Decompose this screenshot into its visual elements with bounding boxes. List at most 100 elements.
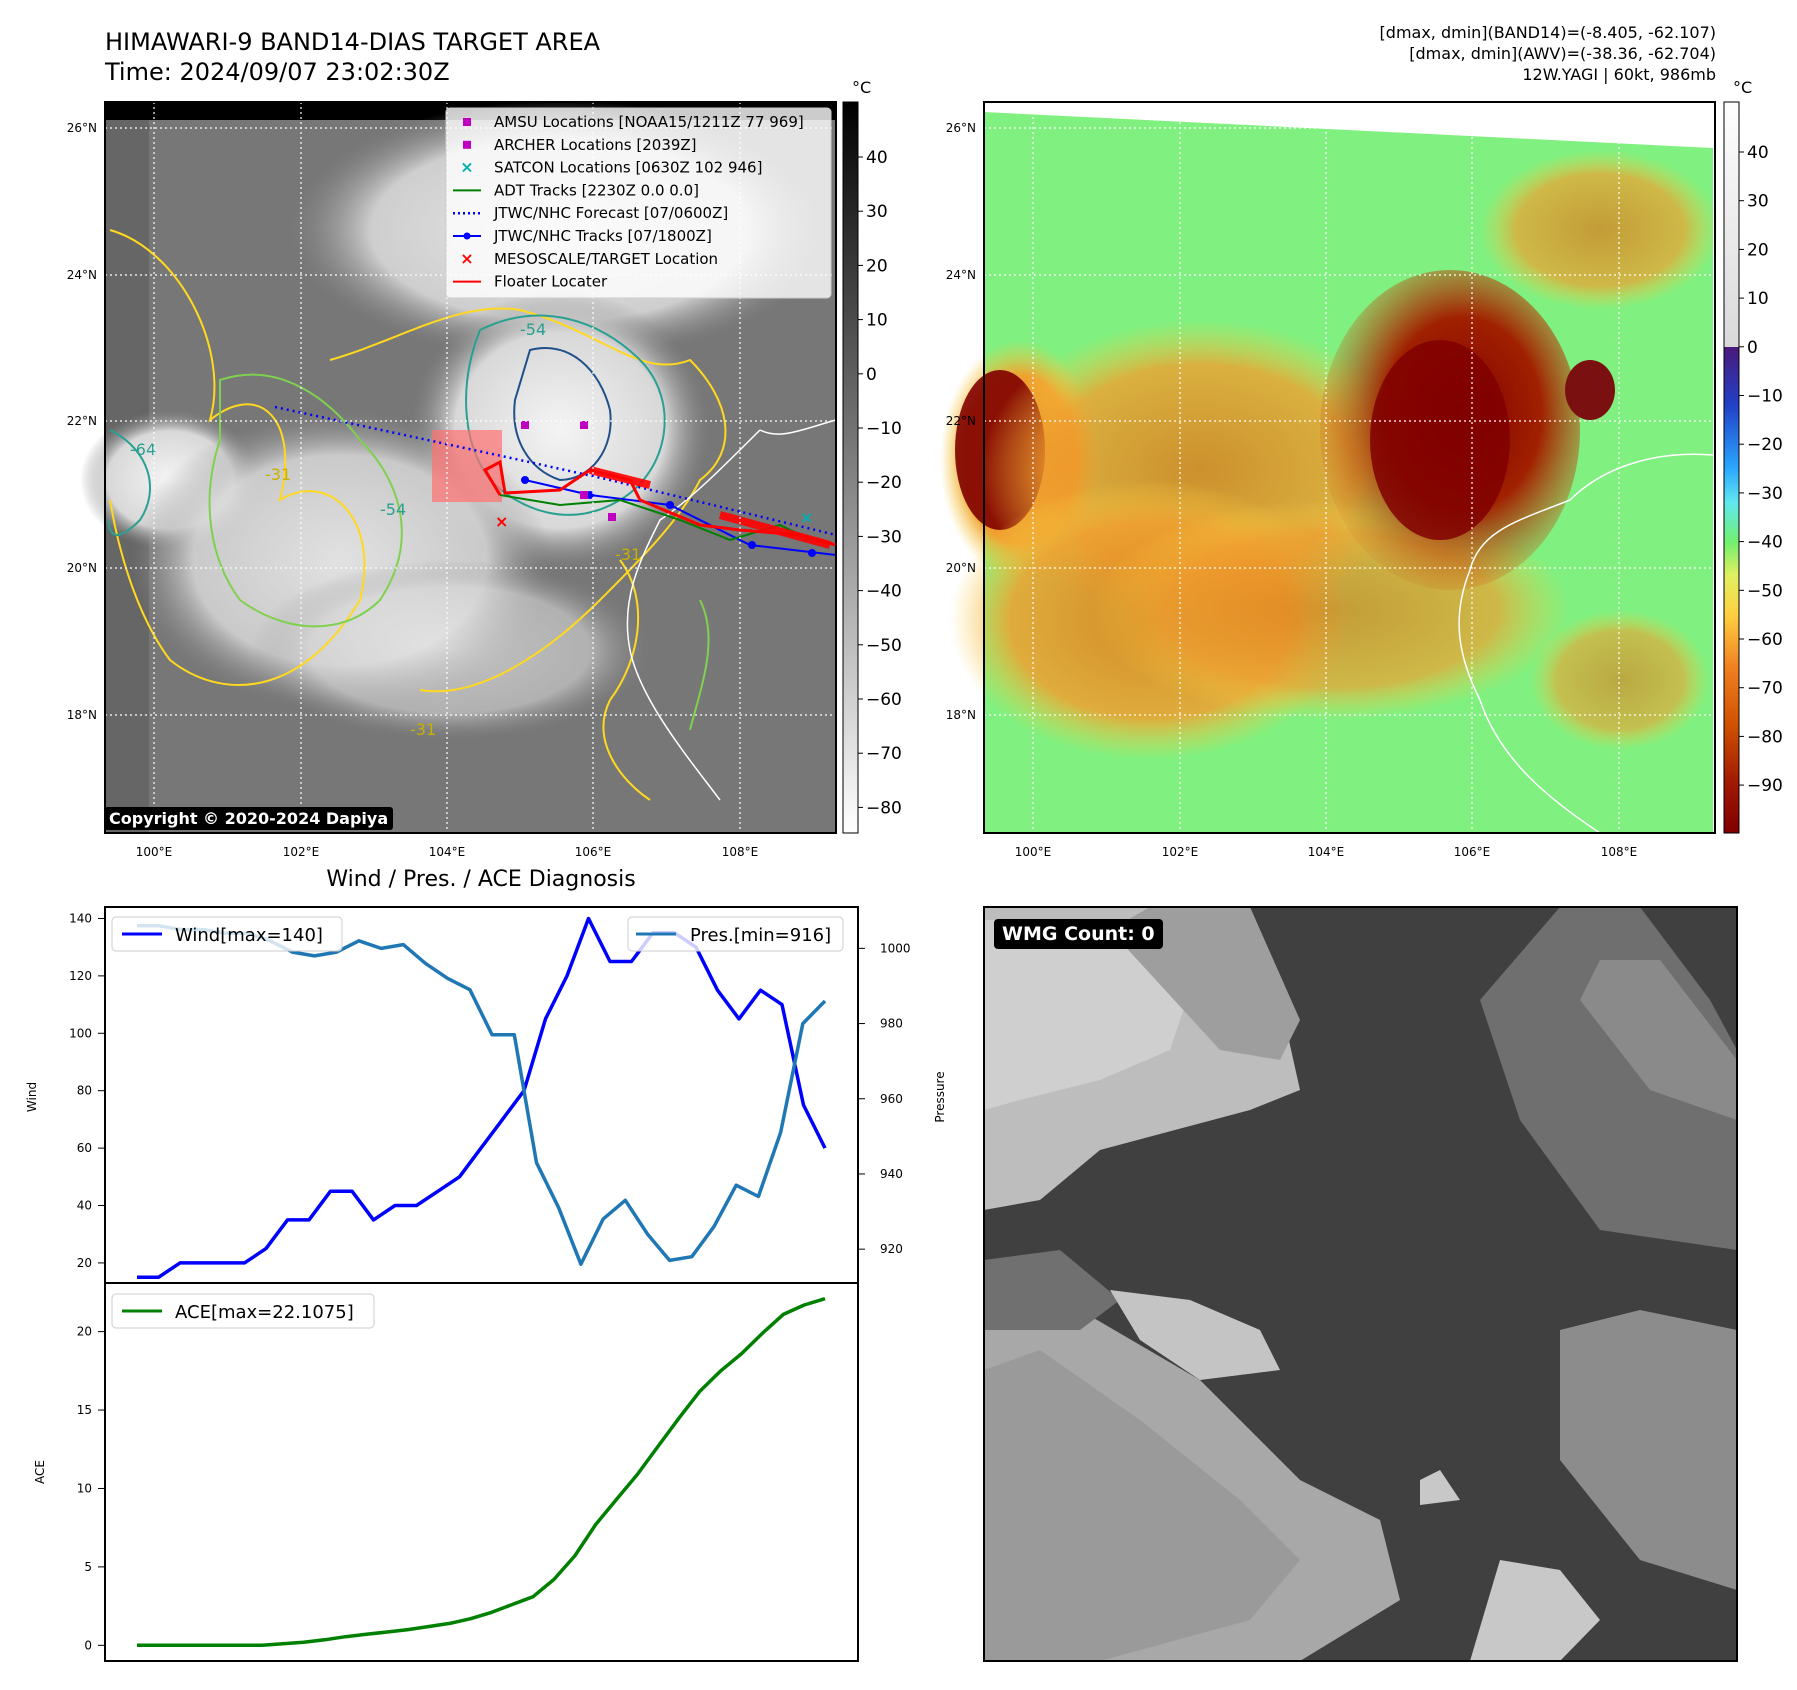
- legend-marker-dot: [463, 232, 471, 240]
- storm-info: 12W.YAGI | 60kt, 986mb: [1522, 65, 1716, 84]
- band14-colorbar-tick-label: −80: [866, 798, 902, 818]
- wind-tick-label: 80: [77, 1084, 92, 1098]
- ace-tick-label: 15: [77, 1403, 92, 1417]
- awv-colorbar-tick-label: 20: [1747, 240, 1769, 260]
- awv-lon-label: 106°E: [1454, 845, 1491, 859]
- awv-lon-label: 102°E: [1162, 845, 1199, 859]
- ace-tick-label: 10: [77, 1481, 92, 1495]
- legend-label: JTWC/NHC Tracks [07/1800Z]: [493, 227, 712, 245]
- wind-tick-label: 20: [77, 1256, 92, 1270]
- ace-tick-label: 20: [77, 1325, 92, 1339]
- wmg-count-badge: WMG Count: 0: [994, 919, 1163, 949]
- contour-label-6: -31: [615, 545, 641, 564]
- wind-legend: Wind[max=140]: [111, 916, 343, 952]
- pressure-axis-label: Pressure: [933, 1071, 947, 1122]
- band14-lon-label: 100°E: [136, 845, 173, 859]
- diagnosis-title: Wind / Pres. / ACE Diagnosis: [326, 867, 635, 892]
- legend-label: Floater Locater: [494, 273, 608, 291]
- copyright-badge: Copyright © 2020-2024 Dapiya: [104, 807, 394, 830]
- band14-lon-label: 102°E: [283, 845, 320, 859]
- pressure-tick-label: 960: [880, 1092, 903, 1106]
- awv-colorbar-tick-label: 0: [1747, 338, 1758, 358]
- band14-colorbar-tick-label: 0: [866, 365, 877, 385]
- legend-label: AMSU Locations [NOAA15/1211Z 77 969]: [494, 113, 804, 131]
- band14-colorbar-tick-label: 40: [866, 148, 888, 168]
- wind-tick-label: 140: [69, 911, 92, 925]
- figure-title: HIMAWARI-9 BAND14-DIAS TARGET AREA: [105, 28, 601, 56]
- awv-lat-label: 18°N: [946, 708, 976, 722]
- band14-lat-label: 24°N: [67, 268, 97, 282]
- awv-lon-label: 104°E: [1308, 845, 1345, 859]
- awv-colorbar-tick-label: −50: [1747, 581, 1783, 601]
- wind-tick-label: 100: [69, 1026, 92, 1040]
- pressure-tick-label: 940: [880, 1167, 903, 1181]
- band14-colorbar-tick-label: −40: [866, 582, 902, 602]
- pres-legend: Pres.[min=916]: [627, 916, 844, 952]
- awv-colorbar-tick-label: −80: [1747, 727, 1783, 747]
- wind-tick-label: 60: [77, 1141, 92, 1155]
- ace-series-line: [137, 1297, 826, 1648]
- ace-legend-label: ACE[max=22.1075]: [175, 1302, 354, 1323]
- band14-lat-label: 18°N: [67, 708, 97, 722]
- contour-label-3: -31: [265, 465, 291, 484]
- contour-label-5: -31: [410, 720, 436, 739]
- awv-lat-label: 20°N: [946, 561, 976, 575]
- wind-tick-label: 40: [77, 1199, 92, 1213]
- legend-marker: ×: [460, 158, 473, 177]
- awv-map: [940, 112, 1720, 834]
- legend-label: JTWC/NHC Forecast [07/0600Z]: [493, 204, 728, 222]
- awv-colorbar-tick-label: −60: [1747, 630, 1783, 650]
- ace-tick-label: 0: [84, 1638, 92, 1652]
- contour-label-1: -54: [520, 320, 546, 339]
- band14-colorbar-tick-label: −70: [866, 744, 902, 764]
- pressure-tick-label: 980: [880, 1017, 903, 1031]
- awv-colorbar-tick-label: 30: [1747, 192, 1769, 212]
- awv-colorbar-tick-label: −10: [1747, 387, 1783, 407]
- contour-label-4: -54: [380, 500, 406, 519]
- band14-colorbar-tick-label: −50: [866, 636, 902, 656]
- dmax-band14: [dmax, dmin](BAND14)=(-8.405, -62.107): [1380, 23, 1716, 42]
- band14-colorbar: °C 40 30 20 10 0 −10 −20 −30 −40 −50 −60 −70 −80: [842, 78, 902, 834]
- svg-text:×: ×: [495, 512, 508, 531]
- ace-legend: ACE[max=22.1075]: [111, 1293, 375, 1329]
- ace-tick-label: 5: [84, 1560, 92, 1574]
- contour-label-2: -64: [130, 440, 156, 459]
- svg-text:×: ×: [800, 508, 813, 527]
- band14-colorbar-tick-label: 20: [866, 256, 888, 276]
- legend-marker: [463, 140, 471, 149]
- awv-colorbar-unit: °C: [1733, 78, 1752, 97]
- awv-lat-label: 22°N: [946, 414, 976, 428]
- legend-marker: [463, 118, 471, 126]
- wind-axis-label: Wind: [25, 1082, 39, 1112]
- dmax-awv: [dmax, dmin](AWV)=(-38.36, -62.704): [1409, 44, 1716, 63]
- band14-colorbar-tick-label: −60: [866, 690, 902, 710]
- awv-lat-label: 26°N: [946, 121, 976, 135]
- awv-colorbar: °C 40 30 20 10 0 −10 −20 −30 −40 −50 −60 −70 −80 −90: [1723, 78, 1783, 834]
- pres-legend-label: Pres.[min=916]: [690, 925, 831, 946]
- band14-lat-label: 26°N: [67, 121, 97, 135]
- awv-colorbar-tick-label: −90: [1747, 776, 1783, 796]
- awv-lat-label: 24°N: [946, 268, 976, 282]
- ace-chart: 0 5 10 15 20: [77, 1297, 826, 1652]
- wind-legend-label: Wind[max=140]: [175, 925, 323, 946]
- legend-label: MESOSCALE/TARGET Location: [494, 250, 718, 268]
- figure-time: Time: 2024/09/07 23:02:30Z: [104, 58, 450, 86]
- ace-axis-label: ACE: [33, 1460, 47, 1484]
- legend-label: ADT Tracks [2230Z 0.0 0.0]: [494, 181, 699, 199]
- awv-colorbar-tick-label: −30: [1747, 484, 1783, 504]
- band14-lon-label: 106°E: [575, 845, 612, 859]
- band14-colorbar-tick-label: 10: [866, 311, 888, 331]
- pressure-tick-label: 1000: [880, 941, 911, 955]
- band14-colorbar-tick-label: −30: [866, 527, 902, 547]
- awv-colorbar-tick-label: −40: [1747, 533, 1783, 553]
- awv-colorbar-tick-label: −20: [1747, 435, 1783, 455]
- map-legend: AMSU Locations [NOAA15/1211Z 77 969] ARCH…: [445, 107, 832, 299]
- awv-grid: 26°N 24°N 22°N 20°N 18°N 100°E 102°E 104°E 106°E…: [946, 102, 1715, 859]
- awv-colorbar-tick-label: 10: [1747, 289, 1769, 309]
- legend-marker: ×: [460, 249, 473, 268]
- band14-lat-label: 22°N: [67, 414, 97, 428]
- awv-colorbar-tick-label: −70: [1747, 679, 1783, 699]
- band14-lat-label: 20°N: [67, 561, 97, 575]
- band14-colorbar-tick-label: −20: [866, 473, 902, 493]
